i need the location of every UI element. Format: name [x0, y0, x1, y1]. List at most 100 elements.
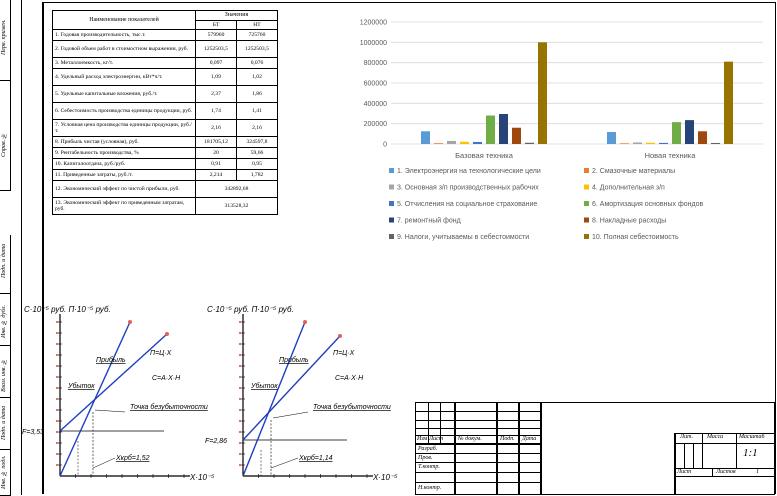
legend-label: 9. Налоги, учитываемы в себестоимости: [397, 233, 529, 241]
y-tick-marker: [55, 353, 59, 357]
bar: [538, 42, 547, 145]
graph-svg: С·10⁻⁵ руб. П·10⁻⁵ руб. Прибыль П=Ц·Х С=А·Х…: [22, 305, 226, 482]
row-value: 313528,32: [195, 197, 278, 216]
loss-label: Убыток: [67, 382, 95, 390]
row-name: 4. Удельный расход электроэнергии, кВт*ч…: [52, 68, 196, 87]
y-tick-marker: [55, 419, 59, 423]
row-bt: 2,37: [195, 85, 237, 104]
cost-label: С=А·Х·Н: [335, 375, 364, 382]
y-tick-marker: [55, 463, 59, 467]
y-tick-marker: [55, 397, 59, 401]
header-name: Наименование показателей: [52, 9, 196, 31]
y-tick-marker: [238, 342, 242, 346]
stamp-list: Лист: [429, 436, 444, 442]
y-tick-label: 1200000: [360, 20, 387, 27]
cost-line: [59, 333, 168, 432]
row-name: 6. Себестоимость производства единицы пр…: [52, 102, 196, 121]
drawing-frame: [42, 2, 776, 494]
bar: [421, 131, 430, 144]
legend-swatch: [584, 234, 589, 239]
y-tick-label: 400000: [364, 101, 387, 108]
y-tick-marker: [55, 331, 59, 335]
stamp-izm: Изм: [417, 436, 428, 442]
row-bt: 1252503,5: [195, 40, 237, 59]
bar: [711, 142, 720, 144]
row-name: 9. Рентабельность производства, %: [52, 147, 196, 160]
row-bt: 20: [195, 147, 237, 160]
fixed-cost-label: F=3,53: [22, 429, 44, 436]
y-tick-marker: [55, 441, 59, 445]
fixed-cost-label: F=2,86: [205, 438, 227, 445]
table-row: 1. Годовая производительность, тыс.т. 579…: [52, 29, 278, 42]
revenue-line-end: [128, 320, 132, 324]
bar: [447, 140, 456, 144]
table-row: 5. Удельные капитальные вложения, руб./т…: [52, 85, 278, 104]
table-row: 3. Металлоемкость, кг/т. 0,097 0,076: [52, 57, 278, 70]
y-tick-marker: [238, 441, 242, 445]
critical-leader: [270, 457, 299, 469]
graph-y-label: С·10⁻⁵ руб. П·10⁻⁵ руб.: [24, 305, 111, 314]
stamp-lit: Лит.: [680, 434, 693, 440]
bar: [672, 122, 681, 144]
revenue-label: П=Ц·Х: [150, 350, 172, 357]
critical-leader: [92, 457, 116, 469]
bar: [698, 131, 707, 144]
legend-label: 6. Амортизация основных фондов: [592, 201, 703, 208]
side-cell: [0, 293, 11, 346]
y-tick-marker: [238, 408, 242, 412]
legend-label: 7. ремонтный фонд: [397, 217, 461, 225]
bar: [633, 142, 642, 144]
table-row: 9. Рентабельность производства, % 20 59,66: [52, 147, 278, 160]
row-nt: 1252503,5: [236, 40, 278, 59]
row-name: 7. Условная цена производства единицы пр…: [52, 119, 196, 138]
stamp-nkontr: Н.контр.: [418, 485, 442, 491]
profit-label: Прибыль: [96, 356, 126, 364]
row-bt: 2,16: [195, 119, 237, 138]
y-tick-marker: [55, 386, 59, 390]
bar: [659, 142, 668, 144]
y-tick-label: 0: [383, 142, 387, 149]
legend-label: 10. Полная себестоимость: [592, 233, 679, 241]
table-header-row: Наименование показателей Значения: [52, 9, 278, 31]
legend-swatch: [389, 168, 394, 173]
indicators-table: Наименование показателей Значения БТ НТ …: [52, 9, 278, 216]
stamp-doc: № докум.: [458, 436, 482, 442]
row-nt: 1,782: [236, 169, 278, 182]
x-category-label: Новая техника: [645, 151, 697, 160]
cost-line-end: [165, 332, 169, 336]
breakeven-graph-new: С·10⁻⁵ руб. П·10⁻⁵ руб. Прибыль П=Ц·Х С=А·Х…: [205, 300, 409, 490]
revenue-line-end: [303, 320, 307, 324]
legend-swatch: [584, 217, 589, 223]
bar: [499, 114, 508, 144]
header-nt: НТ: [236, 19, 278, 31]
y-tick-marker: [55, 364, 59, 368]
stamp-massa: Масса: [707, 434, 724, 440]
stamp-razrab: Разраб.: [418, 446, 438, 452]
critical-volume-label: Хкрб=1,52: [115, 454, 150, 462]
side-cell: [0, 397, 11, 450]
bar: [512, 127, 521, 144]
stamp-data: Дата: [522, 436, 537, 442]
stamp-prov: Пров.: [418, 455, 433, 461]
row-nt: 324597,8: [236, 136, 278, 149]
y-tick-marker: [55, 320, 59, 324]
legend-label: 4. Дополнительная з/п: [592, 185, 665, 192]
x-category-label: Базовая техника: [455, 151, 514, 160]
breakeven-label: Точка безубыточности: [313, 403, 391, 411]
bar: [473, 141, 482, 144]
stamp-sheets-value: 1: [756, 469, 759, 475]
bar: [685, 120, 694, 144]
row-nt: 1,41: [236, 102, 278, 121]
y-tick-marker: [238, 364, 242, 368]
bar: [525, 142, 534, 144]
legend-swatch: [584, 168, 589, 173]
breakeven-leader: [94, 409, 126, 413]
header-values: Значения: [195, 10, 278, 21]
breakeven-label: Точка безубыточности: [130, 403, 208, 411]
y-tick-marker: [238, 353, 242, 357]
row-nt: 725760: [236, 29, 278, 42]
header-bt: БТ: [195, 19, 237, 31]
row-name: 10. Капиталоотдача, руб./руб.: [52, 158, 196, 171]
title-block: Изм Лист № докум. Подп. Дата Разраб. Про…: [415, 402, 775, 495]
revenue-label: П=Ц·Х: [333, 350, 355, 357]
